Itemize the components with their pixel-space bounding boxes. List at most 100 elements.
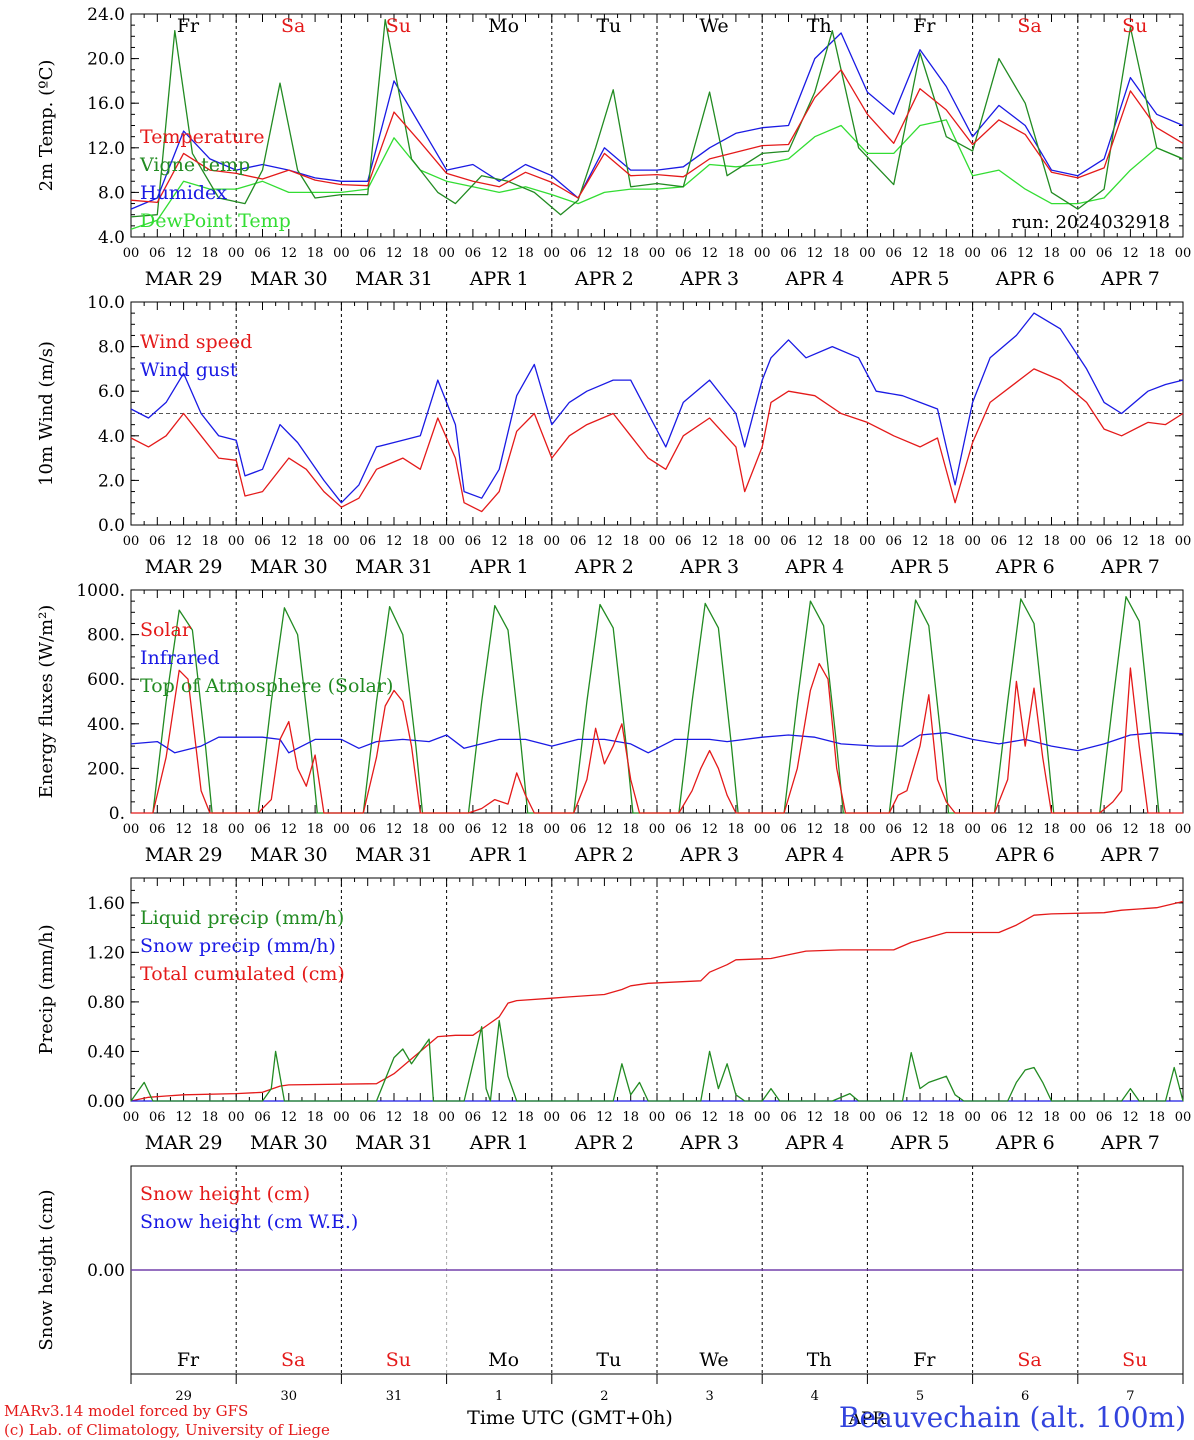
x-date-label: APR 3 bbox=[679, 268, 739, 290]
x-hour-label: 12 bbox=[1122, 822, 1139, 837]
series-line-dewpoint-temp bbox=[130, 119, 1184, 230]
month-label: APR bbox=[848, 1409, 887, 1429]
x-hour-label: 00 bbox=[544, 822, 561, 837]
x-date-label: APR 7 bbox=[1100, 268, 1160, 290]
x-hour-label: 06 bbox=[465, 246, 482, 261]
x-hour-label: 06 bbox=[991, 1110, 1008, 1125]
x-hour-label: 12 bbox=[386, 822, 403, 837]
x-hour-label: 00 bbox=[333, 822, 350, 837]
x-hour-label: 06 bbox=[675, 246, 692, 261]
x-hour-label: 12 bbox=[596, 246, 613, 261]
x-hour-label: 12 bbox=[175, 534, 192, 549]
x-date-label: MAR 30 bbox=[250, 268, 328, 290]
x-hour-label: 00 bbox=[438, 246, 455, 261]
y-tick-label: 4.0 bbox=[98, 427, 125, 447]
y-tick-label: 4.0 bbox=[98, 228, 125, 248]
x-hour-label: 06 bbox=[885, 534, 902, 549]
y-tick-label: 400. bbox=[87, 715, 125, 735]
y-tick-label: 12.0 bbox=[87, 139, 125, 159]
day-name-label: Fr bbox=[913, 1349, 936, 1371]
y-tick-label: 0. bbox=[109, 804, 125, 824]
x-hour-label: 18 bbox=[728, 246, 745, 261]
day-number-label: 2 bbox=[600, 1389, 608, 1404]
x-hour-label: 12 bbox=[701, 822, 718, 837]
x-date-label: MAR 29 bbox=[145, 1132, 223, 1154]
y-tick-label: 20.0 bbox=[87, 50, 125, 70]
y-tick-label: 1.60 bbox=[87, 894, 125, 914]
x-hour-label: 06 bbox=[465, 822, 482, 837]
x-hour-label: 06 bbox=[991, 534, 1008, 549]
x-date-label: MAR 29 bbox=[145, 268, 223, 290]
x-hour-label: 12 bbox=[912, 822, 929, 837]
x-hour-label: 18 bbox=[202, 822, 219, 837]
day-number-label: 29 bbox=[175, 1389, 192, 1404]
y-axis-label: Energy fluxes (W/m²) bbox=[36, 605, 57, 799]
plot-frame bbox=[130, 589, 1184, 814]
x-hour-label: 06 bbox=[1096, 534, 1113, 549]
x-date-label: APR 3 bbox=[679, 556, 739, 578]
day-name-label: Su bbox=[386, 1349, 411, 1371]
x-hour-label: 00 bbox=[228, 1110, 245, 1125]
x-date-label: MAR 31 bbox=[355, 268, 433, 290]
y-axis-label: 2m Temp. (ºC) bbox=[36, 60, 57, 192]
x-hour-label: 00 bbox=[859, 246, 876, 261]
y-tick-label: 8.0 bbox=[98, 183, 125, 203]
series-line-total-cumulated-cm bbox=[130, 900, 1184, 1102]
y-axis-label: Precip (mm/h) bbox=[36, 924, 57, 1054]
series-line-wind-speed bbox=[130, 368, 1184, 513]
footer-model-line: MARv3.14 model forced by GFS bbox=[4, 1402, 248, 1420]
x-hour-label: 00 bbox=[754, 534, 771, 549]
day-name-label: Sa bbox=[1017, 15, 1041, 37]
x-hour-label: 06 bbox=[1096, 822, 1113, 837]
x-date-label: APR 4 bbox=[784, 556, 844, 578]
x-date-label: APR 1 bbox=[469, 556, 529, 578]
x-hour-label: 06 bbox=[675, 1110, 692, 1125]
x-hour-label: 00 bbox=[649, 534, 666, 549]
x-hour-label: 18 bbox=[833, 1110, 850, 1125]
x-hour-label: 12 bbox=[386, 246, 403, 261]
x-hour-label: 06 bbox=[570, 1110, 587, 1125]
x-axis-label: Time UTC (GMT+0h) bbox=[467, 1407, 673, 1429]
day-number-label: 7 bbox=[1126, 1389, 1134, 1404]
y-tick-label: 600. bbox=[87, 670, 125, 690]
x-hour-label: 18 bbox=[1043, 1110, 1060, 1125]
x-hour-label: 00 bbox=[1175, 822, 1192, 837]
x-date-label: APR 2 bbox=[574, 556, 634, 578]
x-hour-label: 06 bbox=[885, 822, 902, 837]
x-hour-label: 06 bbox=[675, 534, 692, 549]
x-date-label: APR 5 bbox=[890, 268, 950, 290]
day-number-label: 3 bbox=[705, 1389, 713, 1404]
x-hour-label: 00 bbox=[859, 822, 876, 837]
x-hour-label: 12 bbox=[807, 246, 824, 261]
x-hour-label: 18 bbox=[1043, 246, 1060, 261]
x-hour-label: 18 bbox=[1043, 822, 1060, 837]
x-date-label: APR 5 bbox=[890, 556, 950, 578]
day-name-label: Mo bbox=[488, 1349, 519, 1371]
legend-entry: Vigne temp bbox=[139, 154, 250, 176]
x-hour-label: 00 bbox=[964, 246, 981, 261]
day-name-label: Th bbox=[807, 15, 832, 37]
day-name-label: Su bbox=[1122, 15, 1147, 37]
day-name-label: Sa bbox=[1017, 1349, 1041, 1371]
chart-panel-2: 0.0 2.0 4.0 6.0 8.0 10.0 10m Wind (m/s) Wind sp… bbox=[36, 293, 1191, 578]
x-hour-label: 18 bbox=[1148, 246, 1165, 261]
x-date-label: APR 7 bbox=[1100, 844, 1160, 866]
x-hour-label: 00 bbox=[544, 246, 561, 261]
x-hour-label: 12 bbox=[912, 1110, 929, 1125]
x-hour-label: 18 bbox=[938, 246, 955, 261]
x-hour-label: 06 bbox=[570, 534, 587, 549]
chart-panel-1: 4.0 8.0 12.0 16.0 20.0 24.0 2m Temp. (ºC) Tempe… bbox=[36, 5, 1191, 290]
y-tick-label: 0.00 bbox=[87, 1261, 125, 1281]
x-hour-label: 06 bbox=[570, 246, 587, 261]
x-hour-label: 00 bbox=[228, 822, 245, 837]
x-hour-label: 00 bbox=[964, 534, 981, 549]
x-hour-label: 06 bbox=[780, 246, 797, 261]
x-hour-label: 12 bbox=[491, 534, 508, 549]
y-tick-label: 8.0 bbox=[98, 338, 125, 358]
x-hour-label: 00 bbox=[228, 534, 245, 549]
x-hour-label: 18 bbox=[938, 534, 955, 549]
x-hour-label: 12 bbox=[596, 822, 613, 837]
y-axis-label: Snow height (cm) bbox=[36, 1189, 57, 1350]
x-hour-label: 18 bbox=[517, 822, 534, 837]
